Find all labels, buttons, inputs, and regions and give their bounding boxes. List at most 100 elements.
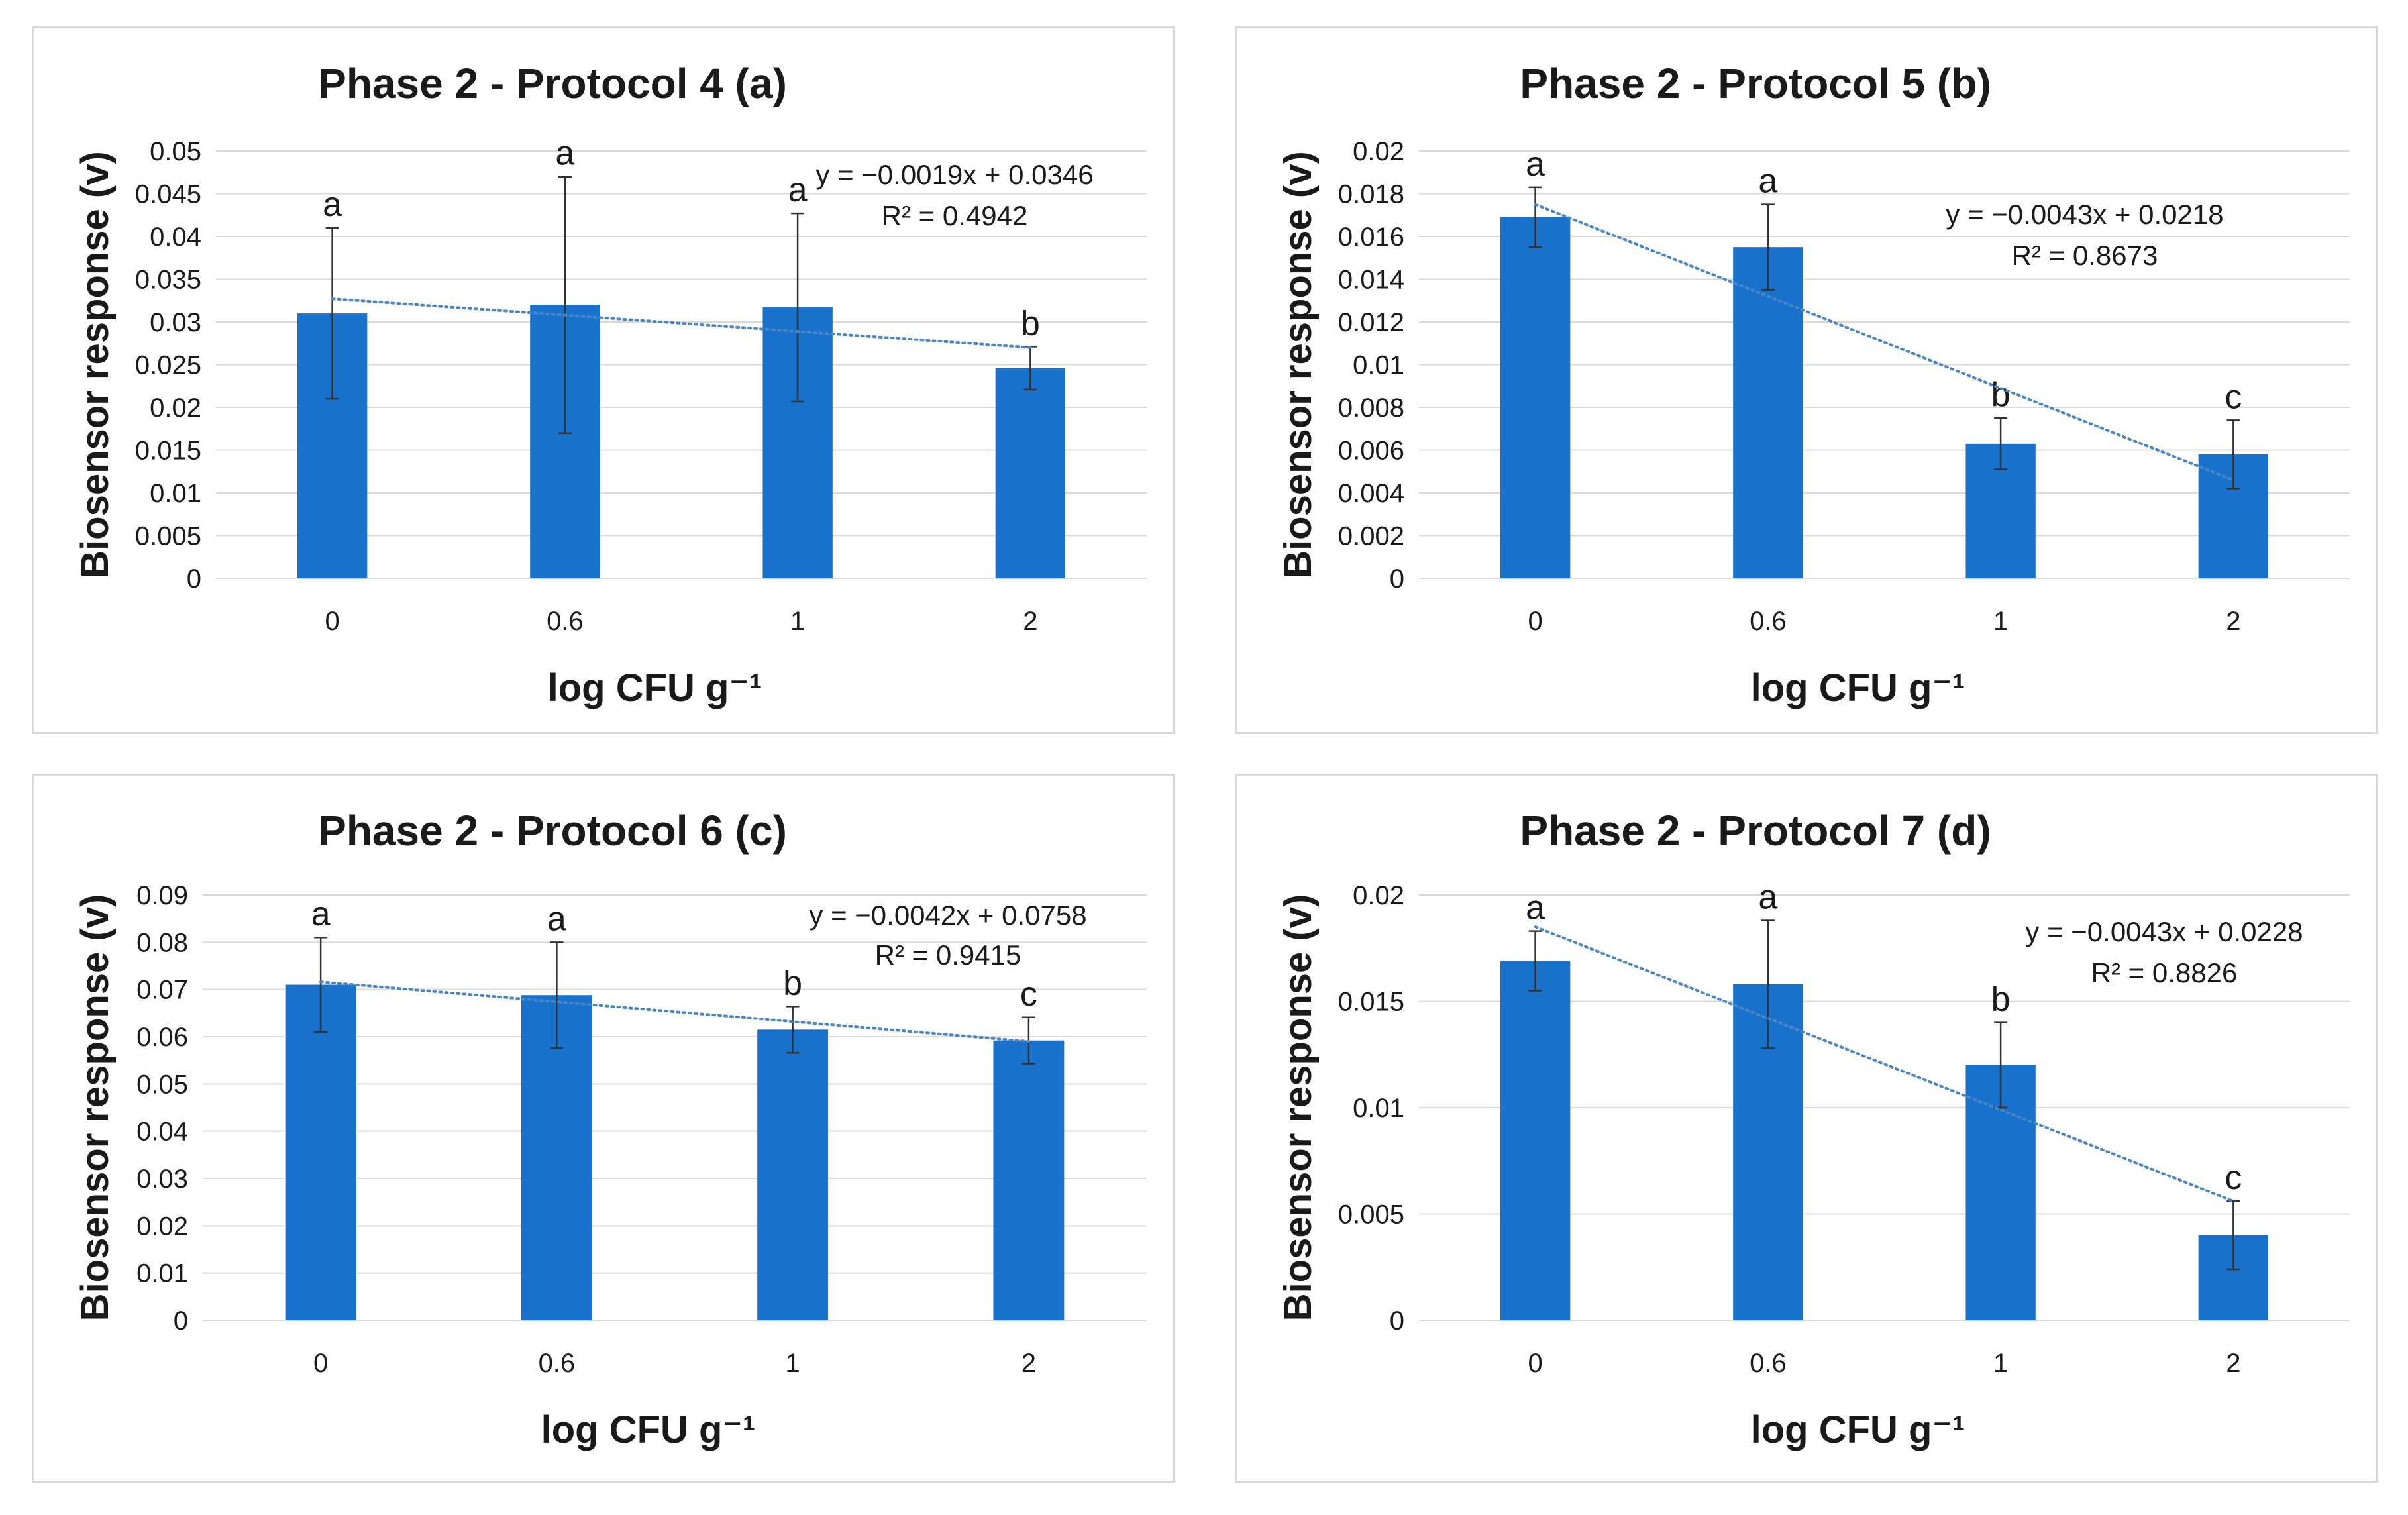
x-axis-title: log CFU g⁻¹ [548,666,762,709]
y-tick-label: 0.005 [1338,1200,1404,1229]
y-tick-label: 0.05 [150,137,201,166]
y-tick-label: 0 [187,564,201,594]
chart-title: Phase 2 - Protocol 7 (d) [1520,807,1991,855]
trendline-equation: y = −0.0043x + 0.0218 [1946,199,2223,230]
y-tick-label: 0.07 [136,976,188,1005]
y-axis-title: Biosensor response (v) [1277,894,1320,1322]
y-tick-label: 0.04 [136,1118,188,1147]
y-tick-label: 0 [1390,1306,1404,1335]
y-tick-label: 0 [1390,564,1404,594]
bar [993,1040,1065,1320]
trendline [1534,925,2235,1203]
y-tick-label: 0.014 [1338,266,1404,295]
x-tick-label: 2 [2226,1349,2240,1378]
significance-letter: a [311,895,331,933]
x-tick-label: 1 [786,1349,800,1378]
y-tick-label: 0.02 [136,1212,188,1241]
chart-title: Phase 2 - Protocol 6 (c) [318,807,787,855]
significance-letter: a [323,185,342,224]
y-tick-label: 0.01 [150,479,201,508]
trendline-r-squared: R² = 0.4942 [882,200,1028,231]
y-tick-label: 0 [174,1306,188,1335]
significance-letter: b [1991,376,2011,414]
y-tick-label: 0.035 [135,266,201,295]
y-tick-label: 0.02 [1353,137,1404,166]
x-axis-title: log CFU g⁻¹ [1751,666,1965,709]
y-tick-label: 0.03 [136,1165,188,1194]
chart-panel-protocol-4: Phase 2 - Protocol 4 (a) 0 0.005 0.01 0.015 0… [32,26,1175,734]
x-tick-label: 0 [1528,1349,1543,1378]
y-tick-label: 0.004 [1338,479,1404,508]
bar-chart-svg: Phase 2 - Protocol 4 (a) 0 0.005 0.01 0.015 0… [74,60,1147,709]
significance-letter: a [1758,162,1777,201]
x-axis-title: log CFU g⁻¹ [541,1408,756,1451]
x-tick-label: 1 [1993,607,2008,636]
trendline-equation: y = −0.0019x + 0.0346 [815,159,1093,190]
y-tick-label: 0.06 [136,1023,188,1052]
x-tick-label: 0.6 [1750,607,1787,636]
x-tick-label: 0.6 [539,1349,576,1378]
significance-letter: b [1991,980,2011,1019]
bar [1733,247,1803,578]
trendline-equation: y = −0.0042x + 0.0758 [809,900,1086,931]
y-tick-label: 0.045 [135,180,201,209]
bar [1500,961,1571,1320]
y-tick-label: 0.015 [1338,988,1404,1017]
x-tick-label: 2 [1021,1349,1036,1378]
trendline-r-squared: R² = 0.8673 [2012,240,2158,271]
significance-letter: a [1526,145,1545,183]
significance-letter: c [1020,975,1037,1014]
y-tick-label: 0.025 [135,351,201,380]
significance-letter: a [1758,878,1777,917]
y-tick-label: 0.03 [150,308,201,337]
x-axis-title: log CFU g⁻¹ [1751,1408,1965,1451]
y-tick-label: 0.008 [1338,393,1404,423]
y-axis-title: Biosensor response (v) [1277,151,1320,578]
bar [995,368,1066,578]
significance-letter: c [2225,378,2242,416]
bar [285,984,356,1320]
significance-letter: a [555,134,574,173]
y-tick-label: 0.09 [136,881,188,910]
y-tick-label: 0.04 [150,223,201,252]
y-tick-label: 0.016 [1338,223,1404,252]
y-tick-label: 0.01 [1353,1094,1404,1123]
significance-letter: a [547,900,566,938]
y-tick-label: 0.02 [150,393,201,423]
trendline [331,297,1032,349]
trendline [1534,203,2235,482]
trendline-equation: y = −0.0043x + 0.0228 [2025,916,2303,947]
y-tick-label: 0.018 [1338,180,1404,209]
bar [1500,217,1571,579]
chart-title: Phase 2 - Protocol 4 (a) [318,60,787,107]
y-tick-label: 0.02 [1353,881,1404,910]
chart-panel-protocol-6: Phase 2 - Protocol 6 (c) 0 0.01 0.02 0.03 0.0… [32,774,1175,1483]
significance-letter: a [1526,889,1545,927]
y-tick-label: 0.012 [1338,308,1404,337]
y-tick-label: 0.01 [136,1259,188,1288]
x-tick-label: 0 [1528,607,1543,636]
bar-chart-svg: Phase 2 - Protocol 6 (c) 0 0.01 0.02 0.03 0.0… [74,807,1147,1451]
significance-letter: b [1021,304,1040,342]
y-tick-label: 0.005 [135,522,201,551]
trendline-r-squared: R² = 0.8826 [2091,957,2238,988]
y-axis-title: Biosensor response (v) [74,151,117,578]
chart-panel-protocol-7: Phase 2 - Protocol 7 (d) 0 0.005 0.01 0.015 0… [1235,774,2378,1483]
y-axis-title: Biosensor response (v) [74,894,117,1322]
significance-letter: a [788,171,808,209]
y-tick-label: 0.002 [1338,522,1404,551]
x-tick-label: 0 [325,607,340,636]
x-tick-label: 2 [2226,607,2240,636]
x-tick-label: 0.6 [547,607,584,636]
y-tick-label: 0.05 [136,1070,188,1099]
y-tick-label: 0.08 [136,928,188,957]
x-tick-label: 0 [313,1349,328,1378]
bar [521,995,592,1320]
x-tick-label: 2 [1023,607,1037,636]
significance-letter: b [783,964,802,1002]
bar-chart-svg: Phase 2 - Protocol 7 (d) 0 0.005 0.01 0.015 0… [1277,807,2350,1451]
significance-letter: c [2225,1159,2242,1197]
trendline [319,980,1030,1043]
bar [757,1029,829,1320]
